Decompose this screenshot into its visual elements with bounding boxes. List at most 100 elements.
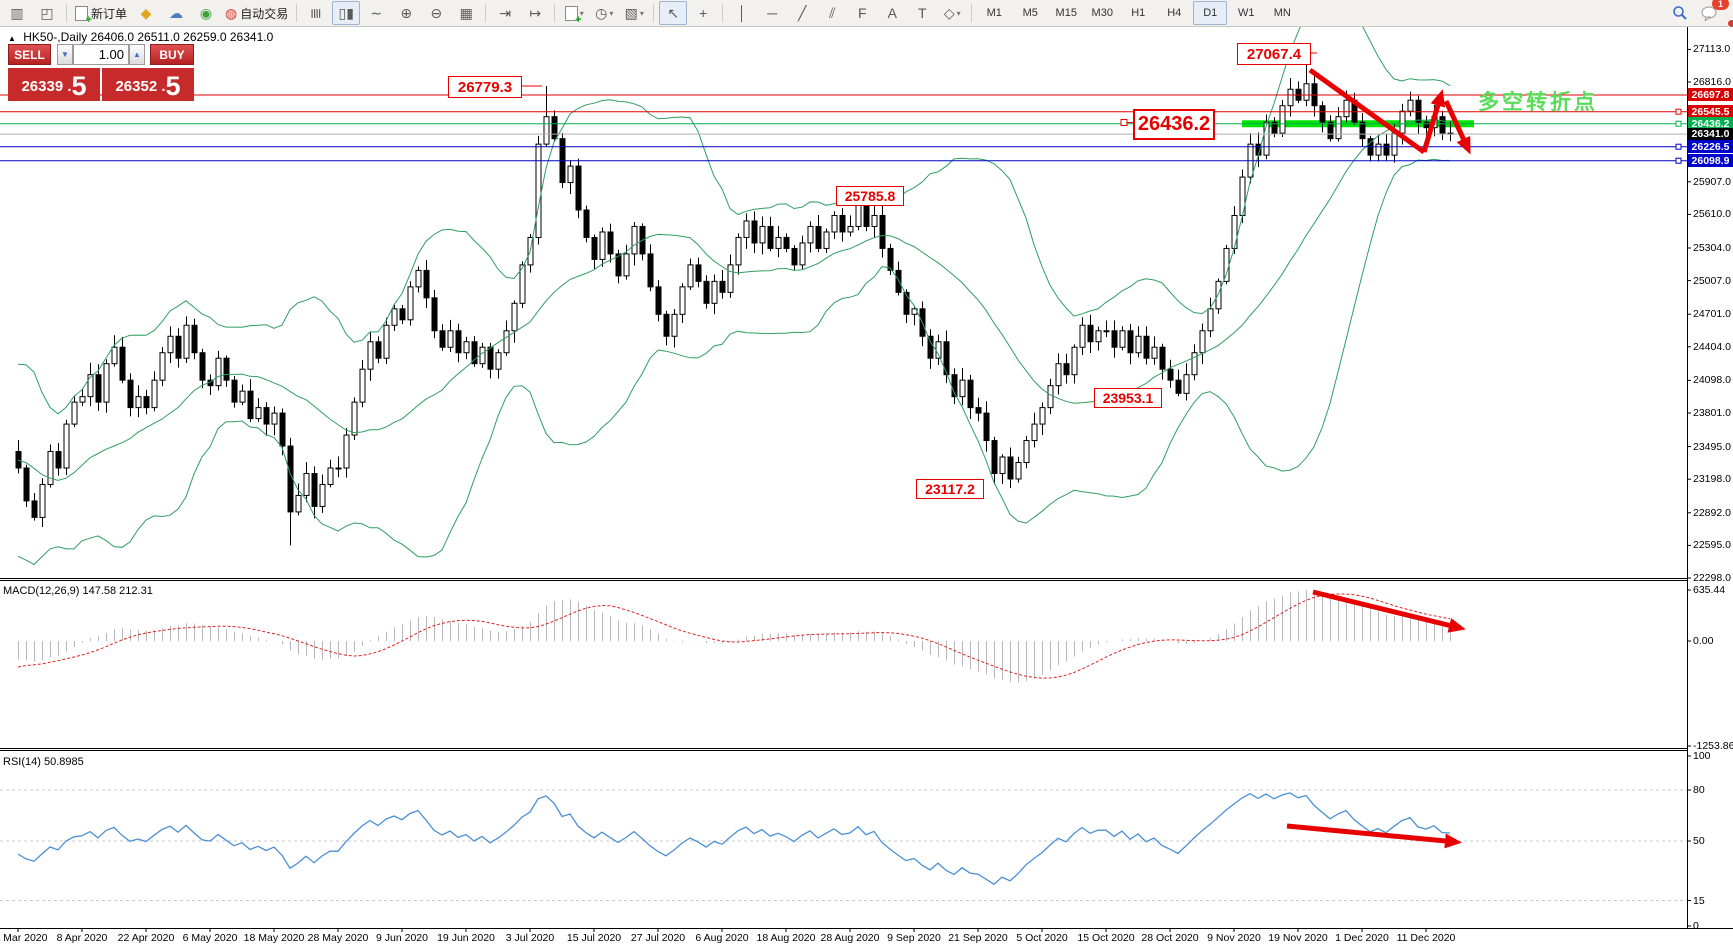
crosshair-button[interactable]: + xyxy=(689,1,717,25)
chevron-down-icon: ▾ xyxy=(956,8,961,18)
horizontal-line-button[interactable]: ─ xyxy=(758,1,786,25)
collapse-triangle-icon[interactable]: ▲ xyxy=(8,34,16,43)
macd-signal-line xyxy=(17,593,1451,679)
bollinger-bands xyxy=(17,27,1451,566)
zoom-out-icon: ⊖ xyxy=(430,4,443,21)
chart-line-icon: ∼ xyxy=(370,4,383,21)
buy-price-pip: 5 xyxy=(165,71,181,101)
page-plus-icon: + xyxy=(564,5,582,25)
indicators-button[interactable]: + ▾ xyxy=(560,1,588,25)
channel-button[interactable]: ⫽ xyxy=(818,1,846,25)
trendline-icon: ╱ xyxy=(798,4,807,21)
timeframe-m30[interactable]: M30 xyxy=(1091,7,1113,19)
panel-frame xyxy=(0,27,1733,929)
new-chart-button[interactable]: ▥ xyxy=(3,1,31,25)
chart-candles-icon: ▯▮ xyxy=(338,4,354,21)
macd-histogram xyxy=(18,590,1451,683)
page-plus-icon: + xyxy=(75,5,92,25)
timeframe-m1[interactable]: M1 xyxy=(986,7,1002,19)
auto-scroll-button[interactable]: ⇥ xyxy=(491,1,519,25)
trend-arrows[interactable] xyxy=(1286,67,1471,849)
autotrading-label: 自动交易 xyxy=(240,6,289,21)
timeframe-m15[interactable]: M15 xyxy=(1055,7,1077,19)
fibonacci-button[interactable]: F xyxy=(848,1,876,25)
horizontal-line-icon: ─ xyxy=(767,5,778,21)
candlestick-series xyxy=(15,54,1454,546)
text-label-icon: T xyxy=(917,5,927,21)
channel-icon: ⫽ xyxy=(829,4,836,21)
chart-window-title: ▲ HK50-,Daily 26406.0 26511.0 26259.0 26… xyxy=(8,30,273,44)
cursor-button[interactable]: ↖ xyxy=(659,1,688,25)
periods-button[interactable]: ◷ ▾ xyxy=(590,1,618,25)
crosshair-icon: + xyxy=(699,5,708,21)
metaquotes-button[interactable]: ◆ xyxy=(132,1,160,25)
vertical-line-icon: │ xyxy=(737,5,747,21)
zoom-in-button[interactable]: ⊕ xyxy=(392,1,420,25)
cursor-icon: ↖ xyxy=(667,4,680,21)
text-label-button[interactable]: T xyxy=(908,1,936,25)
timeframe-w1[interactable]: W1 xyxy=(1238,7,1255,19)
volume-up-button[interactable]: ▲ xyxy=(129,44,145,65)
profiles-button[interactable]: ◰ xyxy=(33,1,61,25)
timeframe-mn[interactable]: MN xyxy=(1273,7,1291,19)
trendline-button[interactable]: ╱ xyxy=(788,1,816,25)
text-icon: A xyxy=(887,5,897,21)
macd-label: MACD(12,26,9) 147.58 212.31 xyxy=(3,585,153,597)
buy-price-main: 26352 . xyxy=(115,78,166,95)
top-toolbar: ▥ ◰ + 新订单 ◆ ☁ ◉ ◍ 自动交易 ≣ ▯▮ ∼ ⊕ ⊖ ▦ ⇥ ↦ + ▾ ◷ ▾ ▧ ▾ ↖ + │ ─ ╱ ⫽ F A T ◇ ▾… xyxy=(0,0,1733,28)
bull-bear-turning-point-note[interactable]: 多空转折点 xyxy=(1478,91,1598,114)
autotrading-icon: ◍ xyxy=(225,4,238,21)
periods-icon: ◷ xyxy=(595,4,608,21)
chevron-down-icon: ▾ xyxy=(609,8,614,18)
sep3 xyxy=(485,4,487,22)
community-icon: ☁ xyxy=(169,4,184,21)
community-button[interactable]: ☁ xyxy=(162,1,190,25)
timeframe-h1[interactable]: H1 xyxy=(1131,7,1146,19)
label-anchor-handle[interactable] xyxy=(1120,119,1128,126)
search-icon[interactable] xyxy=(1666,1,1694,25)
chart-shift-button[interactable]: ↦ xyxy=(521,1,549,25)
timeframe-m5[interactable]: M5 xyxy=(1022,7,1038,19)
sep5 xyxy=(653,4,655,22)
chevron-down-icon: ▾ xyxy=(579,8,584,18)
volume-input[interactable] xyxy=(73,44,129,65)
signals-button[interactable]: ◉ xyxy=(192,1,220,25)
sep4 xyxy=(554,4,556,22)
sep2 xyxy=(296,4,298,22)
sep6 xyxy=(722,4,724,22)
templates-button[interactable]: ▧ ▾ xyxy=(620,1,648,25)
shapes-icon: ◇ xyxy=(943,4,955,21)
buy-button[interactable]: BUY xyxy=(150,44,194,65)
toolbar-buttons: ▥ ◰ + 新订单 ◆ ☁ ◉ ◍ 自动交易 ≣ ▯▮ ∼ ⊕ ⊖ ▦ ⇥ ↦ + ▾ ◷ ▾ ▧ ▾ ↖ + │ ─ ╱ ⫽ F A T ◇ ▾ xyxy=(2,1,1733,28)
sell-price-main: 26339 . xyxy=(21,78,72,95)
rsi-label: RSI(14) 50.8985 xyxy=(3,756,84,768)
timeframe-d1[interactable]: D1 xyxy=(1193,1,1228,25)
tile-windows-icon: ▦ xyxy=(459,4,473,21)
rsi-line xyxy=(17,792,1451,886)
signals-icon: ◉ xyxy=(199,4,213,21)
autotrading-button[interactable]: ◍ 自动交易 xyxy=(222,1,1733,28)
chart-candles-button[interactable]: ▯▮ xyxy=(332,1,361,25)
stopped-dot-icon xyxy=(1727,19,1733,28)
buy-price[interactable]: 26352 .5 xyxy=(102,68,194,101)
one-click-trade-panel: SELL ▼ ▲ BUY 26339 .5 26352 .5 xyxy=(6,44,202,102)
volume-down-button[interactable]: ▼ xyxy=(57,44,73,65)
shapes-button[interactable]: ◇ ▾ xyxy=(938,1,966,25)
timeframe-h4[interactable]: H4 xyxy=(1167,7,1182,19)
horizontal-line-objects[interactable] xyxy=(0,94,1687,164)
timeframe-buttons: M1 M5 M15 M30 H1 H4 D1 W1 MN xyxy=(976,1,1300,25)
new-order-button[interactable]: + 新订单 xyxy=(72,1,130,25)
text-button[interactable]: A xyxy=(878,1,906,25)
sell-price[interactable]: 26339 .5 xyxy=(8,68,100,101)
vertical-line-button[interactable]: │ xyxy=(728,1,756,25)
sell-price-pip: 5 xyxy=(71,71,87,101)
tile-windows-button[interactable]: ▦ xyxy=(452,1,480,25)
zoom-out-button[interactable]: ⊖ xyxy=(422,1,450,25)
sell-button[interactable]: SELL xyxy=(8,44,51,65)
chat-icon[interactable]: 1 xyxy=(1696,0,1729,25)
profiles-icon: ◰ xyxy=(40,4,54,21)
auto-scroll-icon: ⇥ xyxy=(499,4,512,21)
chart-line-button[interactable]: ∼ xyxy=(362,1,390,25)
